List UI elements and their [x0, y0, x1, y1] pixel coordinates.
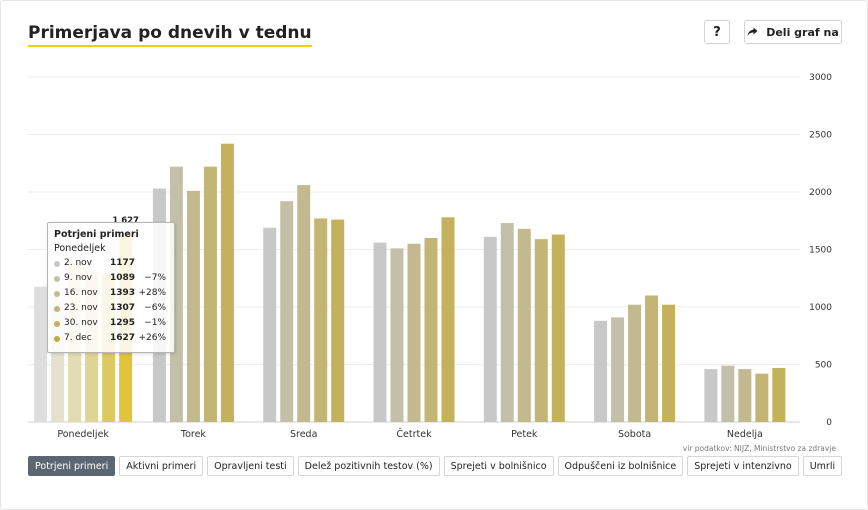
tooltip-subtitle: Ponedeljek — [54, 243, 106, 254]
tooltip-date: 9. nov — [64, 273, 92, 283]
y-tick-label: 2500 — [809, 131, 832, 141]
chart-tooltip: Potrjeni primeri Ponedeljek 2. nov 1177 9.… — [47, 222, 175, 353]
bar — [611, 317, 625, 422]
metric-tab[interactable]: Aktivni primeri — [119, 456, 204, 476]
tooltip-row: 9. nov 1089 −7% — [54, 273, 168, 288]
bar — [534, 239, 548, 422]
bar — [441, 217, 455, 422]
tooltip-value: 1295 — [110, 318, 136, 328]
bar — [517, 228, 531, 422]
tooltip-date: 16. nov — [64, 288, 98, 298]
share-arrow-icon — [747, 27, 758, 36]
tooltip-date: 30. nov — [64, 318, 98, 328]
tooltip-date: 23. nov — [64, 303, 98, 313]
tooltip-row: 2. nov 1177 — [54, 258, 168, 273]
metric-tab[interactable]: Delež pozitivnih testov (%) — [297, 456, 440, 476]
metric-tab[interactable]: Potrjeni primeri — [28, 456, 116, 476]
tooltip-change: +26% — [138, 333, 166, 343]
tooltip-row: 30. nov 1295 −1% — [54, 318, 168, 333]
tooltip-value: 1627 — [110, 333, 136, 343]
metric-tab[interactable]: Sprejeti v intenzivno — [687, 456, 799, 476]
bar — [390, 248, 404, 422]
bar — [594, 320, 608, 422]
bar — [297, 185, 311, 422]
tooltip-row: 23. nov 1307 −6% — [54, 303, 168, 318]
bar — [551, 234, 565, 422]
series-dot-icon — [54, 276, 60, 282]
bar — [34, 286, 48, 422]
tooltip-row: 16. nov 1393 +28% — [54, 288, 168, 303]
bar — [203, 166, 217, 422]
metric-tab[interactable]: Opravljeni testi — [207, 456, 294, 476]
bar — [263, 227, 277, 422]
bar — [500, 223, 514, 422]
bar — [738, 369, 752, 422]
series-dot-icon — [54, 306, 60, 312]
tooltip-change: −7% — [144, 273, 166, 283]
bar — [645, 295, 659, 422]
x-tick-label: Nedelja — [727, 429, 763, 440]
data-label: 1 627 — [112, 216, 139, 226]
tooltip-change: −6% — [144, 303, 166, 313]
tooltip-title: Potrjeni primeri — [54, 229, 139, 240]
x-tick-label: Sreda — [290, 429, 317, 440]
series-dot-icon — [54, 336, 60, 342]
bar — [373, 242, 387, 422]
help-button[interactable]: ? — [704, 20, 730, 44]
tooltip-value: 1177 — [110, 258, 136, 268]
bar — [704, 369, 718, 422]
bar — [424, 238, 438, 422]
share-button[interactable]: Deli graf na — [744, 20, 842, 44]
tooltip-value: 1393 — [110, 288, 136, 298]
metric-tabs: Potrjeni primeri Aktivni primeri Opravljen… — [28, 456, 843, 476]
x-tick-label: Petek — [511, 429, 538, 440]
y-tick-label: 1500 — [809, 246, 832, 256]
bar — [186, 190, 200, 422]
metric-tab[interactable]: Odpuščeni iz bolnišnice — [557, 456, 684, 476]
bar — [314, 218, 328, 422]
metric-tab[interactable]: Umrli — [802, 456, 843, 476]
series-dot-icon — [54, 321, 60, 327]
x-tick-label: Torek — [180, 429, 207, 440]
bar — [755, 373, 769, 422]
bar — [772, 367, 786, 422]
bar — [220, 143, 234, 422]
metric-tab[interactable]: Sprejeti v bolnišnico — [443, 456, 554, 476]
help-label: ? — [713, 24, 721, 40]
series-dot-icon — [54, 291, 60, 297]
tooltip-change: +28% — [138, 288, 166, 298]
tooltip-date: 7. dec — [64, 333, 92, 343]
bar — [280, 201, 294, 422]
bar — [407, 243, 421, 422]
bar — [331, 219, 345, 422]
y-tick-label: 2000 — [809, 188, 832, 198]
tooltip-rows: 2. nov 1177 9. nov 1089 −7% 16. nov 1393 +28% 23… — [54, 258, 168, 348]
bar — [721, 365, 735, 422]
tooltip-value: 1307 — [110, 303, 136, 313]
bar — [628, 304, 642, 422]
data-source: vir podatkov: NIJZ, Ministrstvo za zdrav… — [682, 444, 836, 453]
tooltip-row: 7. dec 1627 +26% — [54, 333, 168, 348]
x-tick-label: Ponedeljek — [57, 429, 109, 440]
y-tick-label: 0 — [826, 418, 832, 428]
tooltip-change: −1% — [144, 318, 166, 328]
bar — [662, 304, 676, 422]
y-tick-label: 3000 — [809, 73, 832, 83]
y-tick-label: 500 — [815, 361, 832, 371]
series-dot-icon — [54, 261, 60, 267]
tooltip-value: 1089 — [110, 273, 136, 283]
tooltip-date: 2. nov — [64, 258, 92, 268]
chart-title: Primerjava po dnevih v tednu — [28, 22, 312, 47]
x-tick-label: Četrtek — [396, 428, 432, 440]
x-tick-label: Sobota — [618, 429, 651, 440]
y-tick-label: 1000 — [809, 303, 832, 313]
bar — [483, 236, 497, 422]
share-label: Deli graf na — [766, 25, 839, 39]
